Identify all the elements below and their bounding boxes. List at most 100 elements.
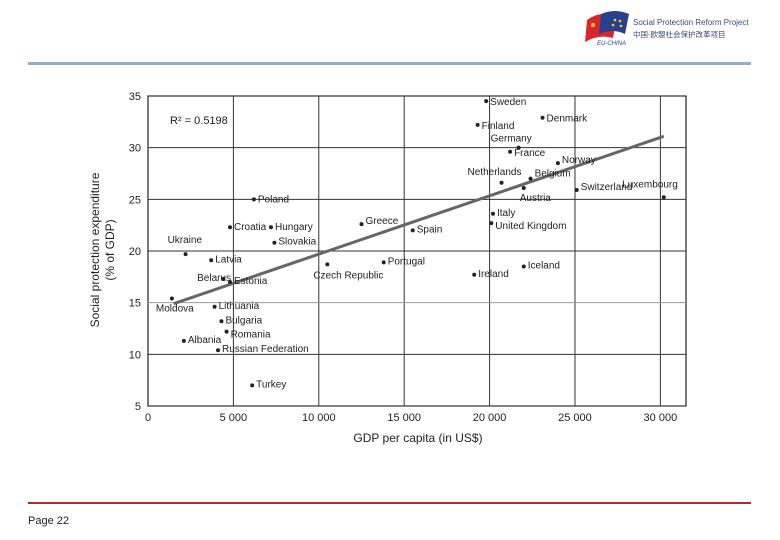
data-point-label: Lithuania bbox=[219, 301, 260, 312]
data-point bbox=[499, 180, 504, 185]
y-tick-label: 20 bbox=[129, 246, 141, 258]
x-tick-label: 30 000 bbox=[644, 412, 678, 424]
data-point bbox=[521, 264, 526, 269]
data-point-label: Slovakia bbox=[278, 237, 316, 248]
data-point bbox=[224, 329, 229, 334]
data-point-label: Luxembourg bbox=[622, 179, 678, 190]
data-point-label: Belgium bbox=[535, 169, 571, 180]
data-point-label: Czech Republic bbox=[313, 270, 383, 281]
data-point-label: Estonia bbox=[234, 276, 268, 287]
data-point-label: Latvia bbox=[215, 254, 242, 265]
data-point bbox=[540, 115, 545, 120]
data-point bbox=[216, 348, 221, 353]
chart-points: Sweden Finland Denmark Germany France Norway N… bbox=[156, 97, 678, 390]
data-point bbox=[251, 197, 256, 202]
logo-title: Social Protection Reform Project bbox=[633, 18, 749, 27]
y-axis-title-line: (% of GDP) bbox=[103, 219, 117, 280]
x-tick-label: 15 000 bbox=[387, 412, 421, 424]
eu-china-flag-icon bbox=[585, 11, 629, 42]
data-point bbox=[574, 188, 579, 193]
data-point-label: Hungary bbox=[275, 222, 313, 233]
data-point-label: Bulgaria bbox=[225, 315, 262, 326]
x-tick-label: 25 000 bbox=[558, 412, 592, 424]
chart-grid bbox=[147, 95, 687, 407]
page-number: Page 22 bbox=[28, 515, 69, 527]
r-squared-annotation: R² = 0.5198 bbox=[170, 115, 228, 127]
footer-divider bbox=[28, 502, 751, 504]
data-point-label: Finland bbox=[482, 121, 515, 132]
chart-axis-ticks: 0 5 000 10 000 15 000 20 000 25 000 30 000 5 10 1… bbox=[129, 91, 677, 424]
data-point-label: Ukraine bbox=[168, 235, 203, 246]
logo-badge: EU-CHINA bbox=[597, 41, 627, 47]
data-point bbox=[219, 319, 224, 324]
data-point bbox=[489, 221, 494, 226]
data-point-label: Germany bbox=[491, 134, 532, 145]
data-point-label: Austria bbox=[520, 193, 552, 204]
data-point-label: Norway bbox=[562, 155, 596, 166]
data-point bbox=[169, 296, 174, 301]
data-point bbox=[250, 383, 255, 388]
y-tick-label: 5 bbox=[135, 401, 141, 413]
data-point-label: Denmark bbox=[547, 114, 589, 125]
data-point bbox=[516, 145, 521, 150]
data-point bbox=[475, 122, 480, 127]
data-point bbox=[381, 260, 386, 265]
data-point bbox=[227, 225, 232, 230]
data-point-label: Netherlands bbox=[468, 167, 522, 178]
x-axis-title: GDP per capita (in US$) bbox=[353, 431, 482, 445]
data-point-label: Portugal bbox=[388, 256, 425, 267]
y-axis-title: Social protection expenditure(% of GDP) bbox=[88, 172, 117, 327]
data-point-label: Poland bbox=[258, 194, 289, 205]
data-point bbox=[410, 228, 415, 233]
x-tick-label: 10 000 bbox=[302, 412, 336, 424]
x-tick-label: 0 bbox=[145, 412, 151, 424]
data-point bbox=[472, 272, 477, 277]
data-point-label: Russian Federation bbox=[222, 344, 309, 355]
x-tick-label: 20 000 bbox=[473, 412, 507, 424]
header-divider bbox=[28, 62, 751, 65]
y-tick-label: 25 bbox=[129, 194, 141, 206]
data-point bbox=[183, 252, 188, 257]
data-point bbox=[484, 99, 489, 104]
data-point bbox=[272, 240, 277, 245]
data-point bbox=[181, 338, 186, 343]
data-point-label: Sweden bbox=[490, 97, 526, 108]
data-point-label: Turkey bbox=[256, 379, 286, 390]
data-point-label: France bbox=[514, 148, 546, 159]
data-point bbox=[268, 225, 273, 230]
data-point bbox=[508, 149, 513, 154]
data-point-label: Switzerland bbox=[581, 182, 633, 193]
data-point-label: Belarus bbox=[197, 273, 231, 284]
y-axis-title-line: Social protection expenditure bbox=[88, 172, 102, 327]
y-tick-label: 35 bbox=[129, 91, 141, 103]
data-point-label: Romania bbox=[231, 330, 271, 341]
data-point-label: Spain bbox=[417, 224, 443, 235]
y-tick-label: 10 bbox=[129, 349, 141, 361]
chart-trendline bbox=[173, 134, 665, 306]
data-point bbox=[521, 185, 526, 190]
data-point-label: Moldova bbox=[156, 304, 194, 315]
data-point bbox=[661, 195, 666, 200]
project-logo: EU-CHINA bbox=[583, 8, 758, 52]
data-point-label: United Kingdom bbox=[495, 221, 566, 232]
data-point-label: Greece bbox=[365, 216, 398, 227]
y-tick-label: 30 bbox=[129, 143, 141, 155]
logo-subtitle: 中国-欧盟社会保护改革项目 bbox=[633, 30, 726, 39]
data-point bbox=[221, 276, 226, 281]
data-point bbox=[528, 176, 533, 181]
data-point-label: Albania bbox=[188, 335, 222, 346]
data-point bbox=[555, 161, 560, 166]
data-point-label: Iceland bbox=[528, 261, 560, 272]
y-tick-label: 15 bbox=[129, 298, 141, 310]
data-point bbox=[325, 262, 330, 267]
x-tick-label: 5 000 bbox=[220, 412, 248, 424]
data-point bbox=[212, 304, 217, 309]
data-point bbox=[209, 258, 214, 263]
data-point bbox=[227, 280, 232, 284]
data-point-label: Ireland bbox=[478, 269, 509, 280]
data-point-label: Croatia bbox=[234, 222, 267, 233]
data-point bbox=[359, 222, 364, 227]
data-point-label: Italy bbox=[497, 208, 515, 219]
data-point bbox=[491, 211, 496, 216]
